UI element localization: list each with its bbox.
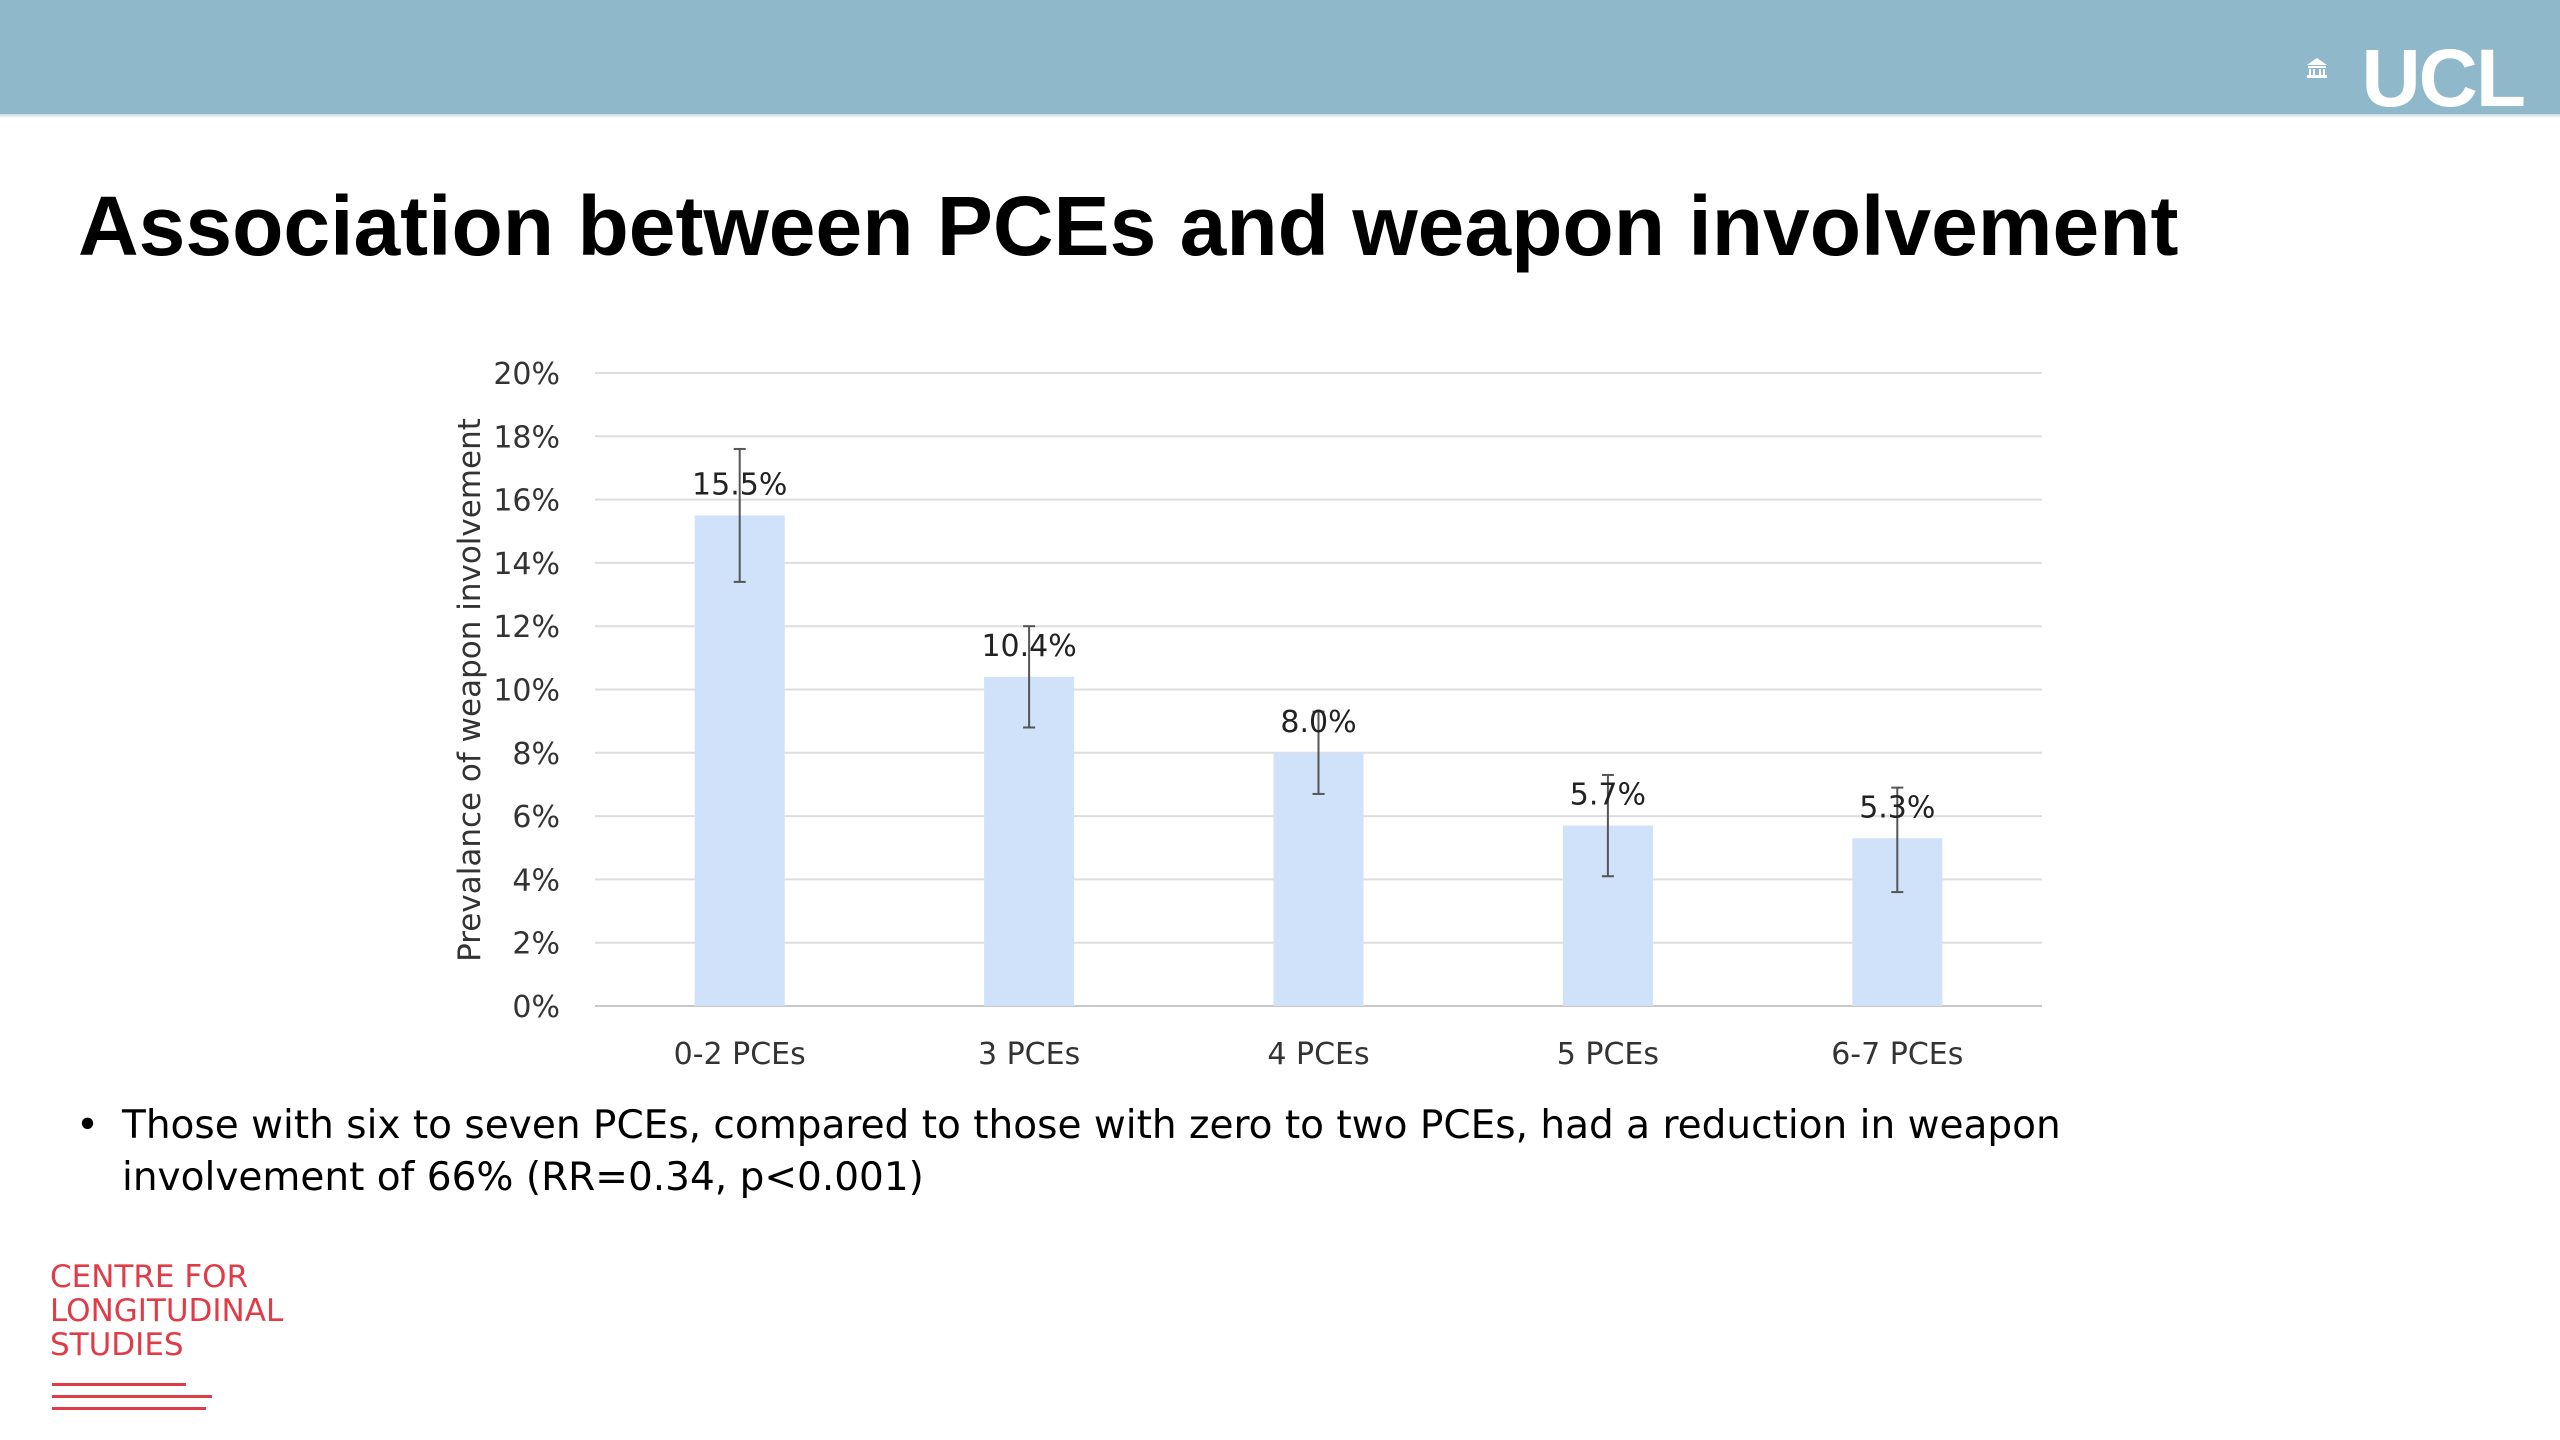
- bar: [694, 515, 785, 1006]
- x-tick-label: 5 PCEs: [1557, 1037, 1659, 1072]
- cls-logo-rule-3: [52, 1407, 206, 1410]
- bar: [984, 676, 1075, 1006]
- data-label: 8.0%: [1280, 705, 1356, 740]
- y-tick-label: 6%: [512, 800, 560, 835]
- data-label: 5.3%: [1859, 790, 1935, 825]
- cls-logo-line-1: CENTRE FOR: [50, 1259, 249, 1295]
- y-tick-label: 2%: [512, 927, 560, 962]
- y-tick-label: 8%: [512, 737, 560, 772]
- x-tick-label: 4 PCEs: [1267, 1037, 1369, 1072]
- cls-logo-rule-1: [52, 1383, 186, 1386]
- header-band-shadow: [0, 114, 2560, 118]
- bullet-glyph: •: [76, 1103, 100, 1148]
- data-label: 15.5%: [692, 467, 787, 502]
- cls-logo-line-3: STUDIES: [50, 1327, 184, 1363]
- data-labels: 15.5% 10.4% 8.0% 5.7% 5.3%: [692, 467, 1935, 825]
- y-tick-label: 14%: [493, 547, 560, 582]
- slide-title: Association between PCEs and weapon invo…: [78, 179, 2179, 273]
- error-bars: [733, 447, 1904, 894]
- bar: [1273, 752, 1364, 1006]
- data-label: 5.7%: [1570, 778, 1646, 813]
- header-band: [0, 0, 2560, 114]
- y-tick-label: 12%: [493, 610, 560, 645]
- ucl-logo: UCL: [2361, 33, 2526, 124]
- y-tick-label: 0%: [512, 990, 560, 1025]
- y-axis-title: Prevalance of weapon involvement: [452, 418, 488, 962]
- y-tick-label: 10%: [493, 674, 560, 709]
- y-tick-label: 4%: [512, 863, 560, 898]
- bullet-text: Those with six to seven PCEs, compared t…: [122, 1103, 2061, 1200]
- x-tick-labels: 0-2 PCEs 3 PCEs 4 PCEs 5 PCEs 6-7 PCEs: [674, 1037, 1964, 1072]
- bars: [694, 515, 1943, 1006]
- cls-logo-rule-2: [52, 1395, 212, 1398]
- x-tick-label: 6-7 PCEs: [1831, 1037, 1963, 1072]
- cls-logo-line-2: LONGITUDINAL: [50, 1293, 284, 1329]
- y-tick-labels: 0% 2% 4% 6% 8% 10% 12% 14% 16% 18% 20%: [493, 357, 560, 1025]
- cls-logo: CENTRE FOR LONGITUDINAL STUDIES: [50, 1260, 283, 1362]
- y-tick-label: 16%: [493, 484, 560, 519]
- y-tick-label: 18%: [493, 420, 560, 455]
- data-label: 10.4%: [981, 629, 1076, 664]
- x-tick-label: 3 PCEs: [978, 1037, 1080, 1072]
- y-tick-label: 20%: [493, 357, 560, 392]
- x-tick-label: 0-2 PCEs: [674, 1037, 806, 1072]
- portico-icon: [2307, 58, 2327, 78]
- bar-chart: 0% 2% 4% 6% 8% 10% 12% 14% 16% 18% 20% 15.5% 10.4% 8…: [452, 357, 2042, 1072]
